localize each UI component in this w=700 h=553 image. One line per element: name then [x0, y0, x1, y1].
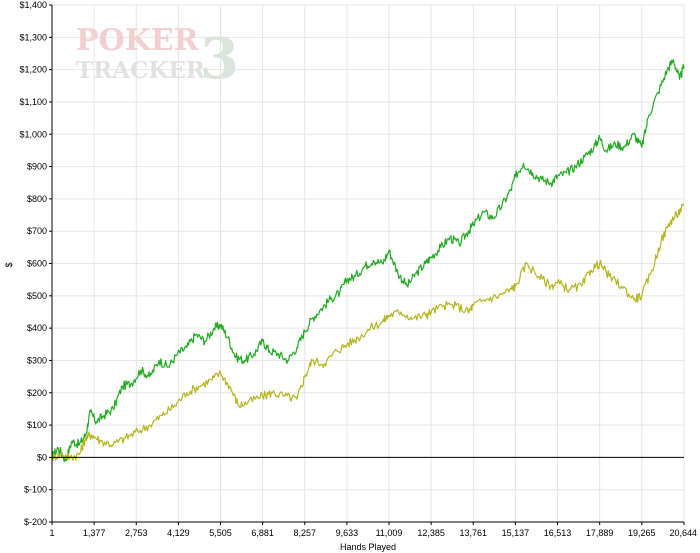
y-axis-ticks: $1,400 $1,300 $1,200 $1,100 $1,000 $900 $800 $7…: [19, 0, 52, 527]
x-tick-label: 8,257: [293, 528, 316, 538]
x-tick-label: 11,009: [376, 528, 403, 538]
x-tick-label: 13,761: [460, 528, 488, 538]
y-tick-label: $1,200: [19, 65, 47, 75]
y-tick-label: $1,100: [19, 97, 47, 107]
x-tick-label: 2,753: [125, 528, 148, 538]
y-tick-label: $800: [27, 194, 47, 204]
x-tick-label: 4,129: [167, 528, 190, 538]
x-tick-label: 5,505: [209, 528, 232, 538]
y-tick-label: $-100: [24, 485, 47, 495]
x-tick-label: 1,377: [83, 528, 106, 538]
y-tick-label: $100: [27, 420, 47, 430]
x-tick-label: 15,137: [502, 528, 530, 538]
y-tick-label: $900: [27, 162, 47, 172]
x-tick-label: 19,265: [628, 528, 656, 538]
y-tick-label: $300: [27, 355, 47, 365]
x-tick-label: 17,889: [586, 528, 614, 538]
y-tick-label: $-200: [24, 517, 47, 527]
watermark-line2: TRACKER: [76, 57, 206, 84]
series-line-2: [51, 203, 685, 461]
y-tick-label: $1,300: [19, 32, 47, 42]
y-tick-label: $1,400: [19, 0, 47, 10]
y-tick-label: $200: [27, 388, 47, 398]
y-tick-label: $0: [37, 452, 47, 462]
x-tick-label: 9,633: [336, 528, 359, 538]
x-tick-label: 6,881: [251, 528, 274, 538]
series: [51, 59, 685, 463]
x-tick-label: 12,385: [417, 528, 445, 538]
y-axis-label: $: [4, 262, 14, 267]
x-tick-label: 16,513: [544, 528, 572, 538]
watermark-line1: POKER: [76, 23, 200, 58]
y-tick-label: $400: [27, 323, 47, 333]
x-axis-ticks: 1 1,377 2,753 4,129 5,505 6,881 8,257 9,633 11,0…: [49, 522, 697, 538]
series-line-1: [51, 59, 685, 463]
x-axis-label: Hands Played: [340, 542, 396, 552]
y-tick-label: $1,000: [19, 129, 47, 139]
x-tick-label: 1: [49, 528, 54, 538]
y-tick-label: $600: [27, 259, 47, 269]
y-tick-label: $700: [27, 226, 47, 236]
watermark-version: 3: [200, 26, 239, 92]
poker-tracker-logo: POKER TRACKER 3: [76, 23, 239, 92]
y-tick-label: $500: [27, 291, 47, 301]
x-tick-label: 20,644: [669, 528, 697, 538]
